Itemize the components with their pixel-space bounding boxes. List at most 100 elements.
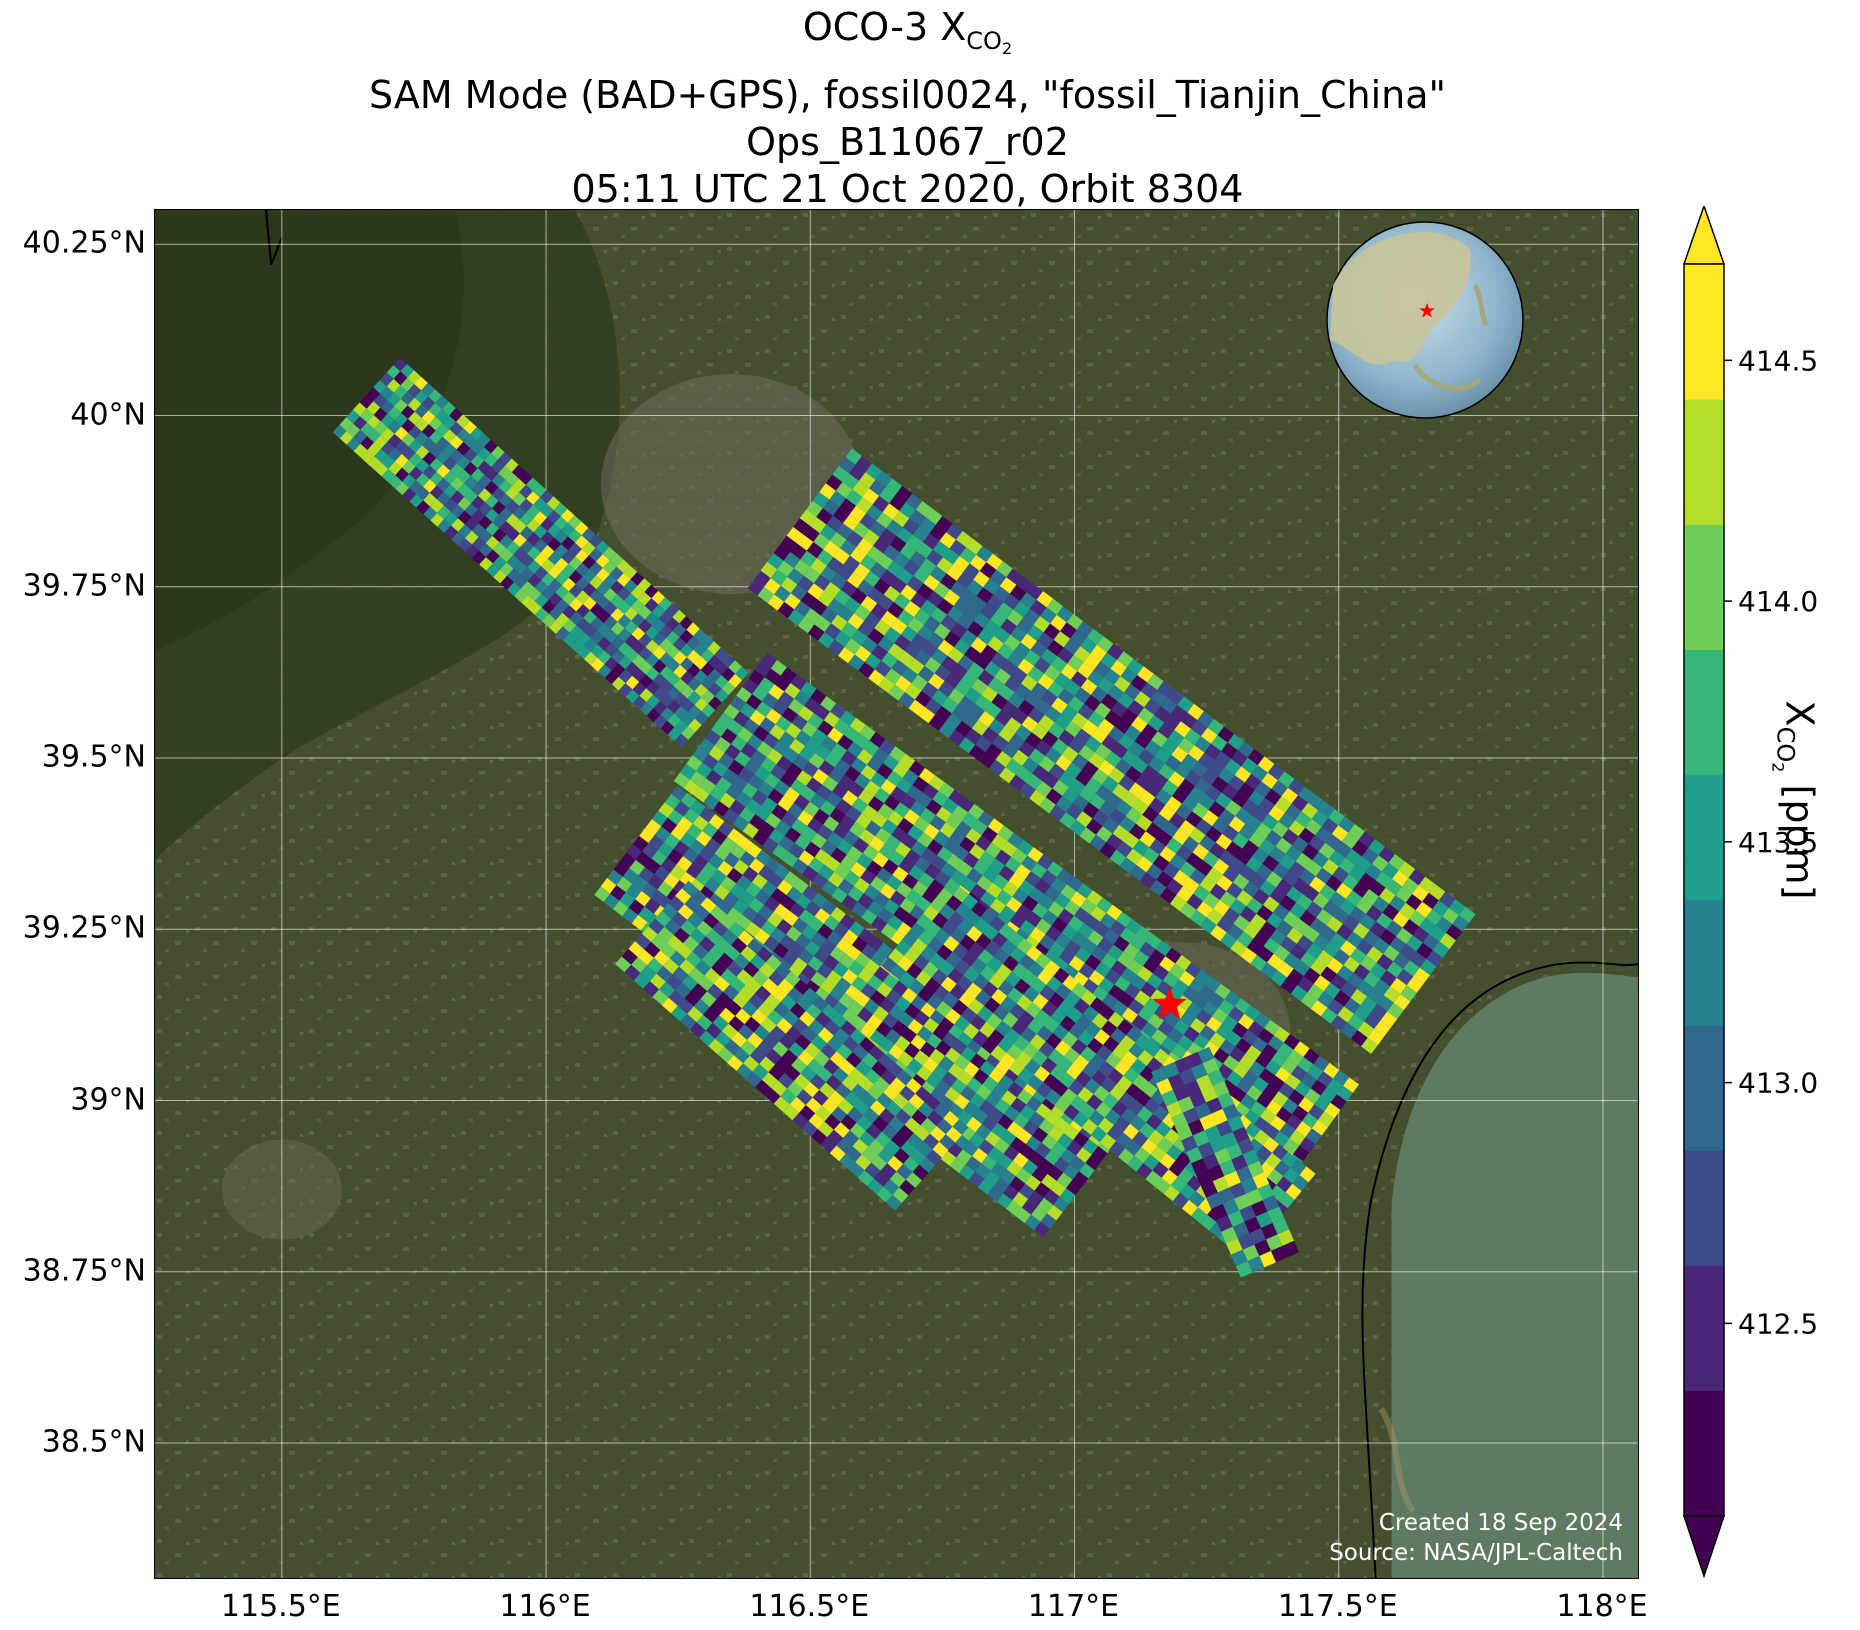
colorbar-segment bbox=[1684, 608, 1724, 620]
sounding-cell bbox=[1055, 796, 1073, 813]
sounding-cell bbox=[1432, 900, 1449, 917]
inset-globe-islands bbox=[1412, 363, 1482, 391]
sounding-cell bbox=[672, 609, 687, 624]
sounding-cell bbox=[1333, 990, 1351, 1007]
sounding-cell bbox=[1232, 832, 1249, 849]
sounding-cell bbox=[1120, 1107, 1137, 1124]
sounding-cell bbox=[1289, 861, 1306, 878]
sounding-cell bbox=[689, 1022, 706, 1038]
sounding-cell bbox=[1064, 991, 1081, 1007]
sounding-cell bbox=[625, 689, 640, 704]
sounding-cell bbox=[1064, 1047, 1081, 1064]
sounding-cell bbox=[407, 384, 422, 398]
sounding-cell bbox=[789, 1002, 806, 1019]
sounding-cell bbox=[1248, 790, 1265, 807]
sounding-cell bbox=[1090, 1126, 1107, 1143]
colorbar-segment bbox=[1684, 754, 1724, 766]
sounding-cell bbox=[1031, 723, 1049, 740]
sounding-cell bbox=[1283, 1167, 1300, 1184]
sounding-cell bbox=[1087, 1037, 1104, 1054]
sounding-cell bbox=[957, 918, 974, 935]
sounding-cell bbox=[477, 474, 492, 489]
sounding-cell bbox=[1211, 776, 1229, 793]
sounding-cell bbox=[646, 694, 661, 709]
sounding-cell bbox=[1291, 795, 1309, 812]
sounding-cell bbox=[1014, 978, 1031, 995]
sounding-cell bbox=[821, 736, 838, 752]
sounding-cell bbox=[644, 898, 661, 914]
sounding-cell bbox=[894, 675, 912, 693]
sounding-cell bbox=[1054, 672, 1071, 689]
sounding-cell bbox=[924, 863, 941, 880]
sounding-cell bbox=[796, 995, 813, 1011]
sounding-cell bbox=[1013, 1113, 1030, 1129]
sounding-cell bbox=[1345, 849, 1362, 866]
sounding-cell bbox=[1378, 846, 1395, 863]
sounding-cell bbox=[671, 785, 687, 802]
sounding-cell bbox=[901, 667, 918, 684]
sounding-cell bbox=[380, 427, 395, 442]
sounding-cell bbox=[1181, 795, 1199, 812]
sounding-cell bbox=[957, 1030, 974, 1047]
sounding-cell bbox=[1139, 1122, 1156, 1139]
sounding-cell bbox=[847, 613, 865, 630]
sounding-cell bbox=[1240, 947, 1257, 964]
sounding-cell bbox=[795, 1034, 812, 1051]
sounding-cell bbox=[1072, 1111, 1089, 1128]
sounding-cell bbox=[1172, 979, 1189, 995]
sounding-cell bbox=[844, 597, 861, 614]
sounding-cell bbox=[951, 704, 969, 721]
sounding-cell bbox=[1197, 1046, 1215, 1064]
sounding-cell bbox=[1187, 703, 1204, 721]
sounding-cell bbox=[736, 969, 753, 985]
sounding-cell bbox=[1007, 987, 1024, 1004]
sounding-cell bbox=[525, 477, 540, 492]
sounding-cell bbox=[704, 877, 721, 894]
sounding-cell bbox=[843, 555, 861, 573]
sounding-cell bbox=[613, 900, 629, 917]
sounding-cell bbox=[840, 854, 857, 871]
sounding-cell bbox=[658, 610, 673, 625]
map-canvas[interactable] bbox=[155, 210, 1639, 1579]
sounding-cell bbox=[1041, 1134, 1058, 1150]
colorbar-segment bbox=[1684, 1317, 1724, 1329]
sounding-cell bbox=[975, 989, 992, 1006]
sounding-cell bbox=[638, 647, 653, 661]
sounding-cell bbox=[864, 959, 880, 975]
sounding-cell bbox=[1226, 923, 1244, 940]
sounding-cell bbox=[1259, 1250, 1276, 1268]
sounding-cell bbox=[1322, 859, 1339, 876]
colorbar-segment bbox=[1684, 1109, 1724, 1121]
sounding-cell bbox=[562, 619, 577, 633]
sounding-cell bbox=[414, 390, 429, 405]
sounding-cell bbox=[1002, 1012, 1019, 1028]
sounding-cell bbox=[1048, 722, 1065, 739]
sounding-cell bbox=[660, 720, 675, 735]
sounding-cell bbox=[1281, 1058, 1298, 1075]
sounding-cell bbox=[950, 1078, 967, 1095]
sounding-cell bbox=[1021, 716, 1039, 733]
sounding-cell bbox=[754, 889, 771, 905]
sounding-cell bbox=[574, 521, 589, 536]
sounding-cell bbox=[519, 484, 533, 499]
sounding-cell bbox=[703, 913, 720, 929]
sounding-cell bbox=[832, 961, 849, 978]
sounding-cell bbox=[790, 674, 807, 691]
map-panel[interactable]: Created 18 Sep 2024 Source: NASA/JPL-Cal… bbox=[154, 209, 1639, 1579]
sounding-cell bbox=[970, 1014, 987, 1031]
sounding-cell bbox=[415, 417, 429, 432]
sounding-cell bbox=[818, 864, 835, 881]
sounding-cell bbox=[807, 583, 824, 600]
sounding-cell bbox=[724, 744, 741, 760]
sounding-cell bbox=[1232, 873, 1250, 890]
sounding-cell bbox=[485, 535, 500, 550]
sounding-cell bbox=[930, 607, 948, 624]
sounding-cell bbox=[615, 956, 632, 973]
sounding-cell bbox=[1143, 1097, 1160, 1114]
sounding-cell bbox=[1141, 1021, 1158, 1038]
sounding-cell bbox=[1007, 651, 1024, 668]
sounding-cell bbox=[886, 519, 903, 536]
sounding-cell bbox=[492, 500, 506, 515]
sounding-cell bbox=[1270, 928, 1287, 946]
sounding-cell bbox=[910, 592, 927, 609]
